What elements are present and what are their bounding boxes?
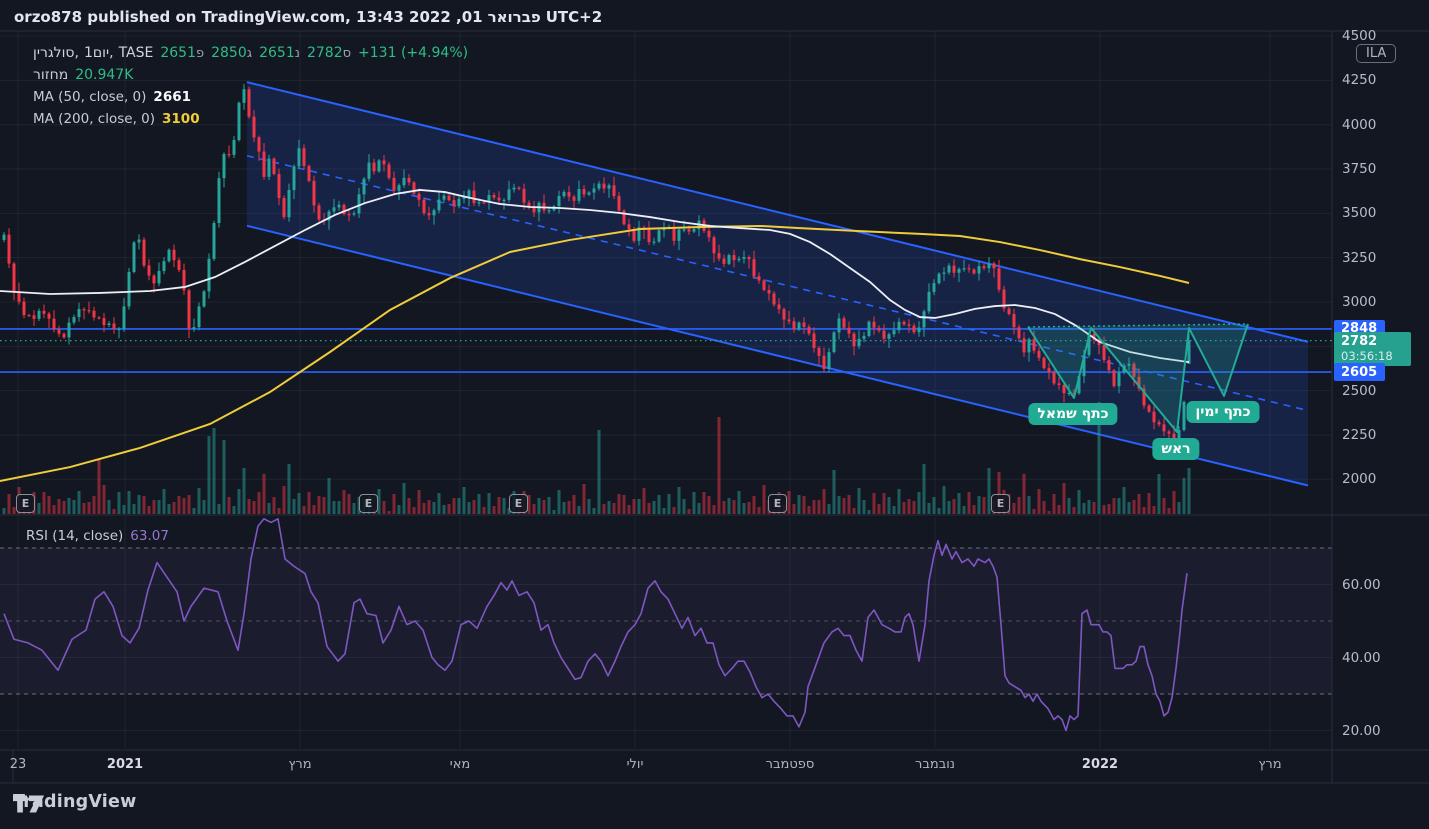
legend-ma50-row[interactable]: MA (50, close, 0) 2661	[33, 89, 191, 105]
tradingview-logo-icon	[13, 795, 45, 813]
ohlc-high: ג2850	[211, 45, 253, 61]
time-axis-tick: מאי	[449, 757, 471, 772]
ohlc-close: ס2782	[306, 45, 352, 61]
symbol-title: סולגרין, 1יום, TASE	[33, 45, 154, 61]
publication-main: orzo878 published on TradingView.com, 13…	[14, 8, 483, 26]
price-axis-tick: 2250	[1342, 426, 1377, 443]
price-axis-tick: 3750	[1342, 161, 1377, 178]
earnings-marker[interactable]: E	[991, 494, 1010, 513]
time-axis-tick: נובמבר	[915, 757, 955, 772]
time-axis-tick: יולי	[626, 757, 644, 772]
label-left-shoulder[interactable]: כתף שמאל	[1028, 403, 1118, 425]
rsi-axis-tick: 20.00	[1342, 722, 1381, 739]
tradingview-logo-text: TradingView	[13, 792, 137, 812]
candle-series	[2, 83, 1191, 445]
level-price-label-2605: 2605	[1334, 363, 1385, 382]
rsi-label: RSI (14, close)	[26, 528, 124, 544]
price-axis-tick: 3500	[1342, 205, 1377, 222]
symbol-badge: ILA	[1356, 44, 1397, 63]
label-right-shoulder[interactable]: כתף ימין	[1186, 401, 1260, 423]
last-price-value: 2782	[1341, 333, 1378, 349]
last-price-label: 2782 03:56:18	[1334, 331, 1411, 366]
price-axis-tick: 3000	[1342, 294, 1377, 310]
ma200-value: 3100	[162, 111, 200, 127]
ohlc-low: נ2651	[259, 45, 300, 61]
tradingview-logo[interactable]: TradingView	[13, 792, 137, 813]
earnings-marker[interactable]: E	[509, 494, 528, 513]
time-axis-tick: מרץ	[288, 757, 312, 772]
earnings-marker[interactable]: E	[359, 494, 378, 513]
time-axis-tick: ספטמבר	[765, 757, 815, 772]
ma50-label: MA (50, close, 0)	[33, 89, 147, 105]
legend-rsi-row[interactable]: RSI (14, close) 63.07	[26, 528, 169, 544]
rsi-axis-tick: 60.00	[1342, 576, 1381, 593]
price-change: +131 (+4.94%)	[358, 45, 469, 61]
ma50-value: 2661	[153, 89, 191, 105]
legend-symbol-row[interactable]: סולגרין, 1יום, TASE פ2651 ג2850 נ2651 ס2…	[33, 45, 468, 61]
rsi-value: 63.07	[130, 528, 169, 544]
publication-month: פברואר	[487, 8, 541, 26]
price-axis-tick: 3250	[1342, 249, 1377, 266]
publication-timezone: UTC+2	[545, 8, 603, 26]
bar-countdown: 03:56:18	[1341, 348, 1393, 363]
publication-title: orzo878 published on TradingView.com, 13…	[14, 8, 602, 26]
time-axis-tick: 2022	[1081, 757, 1119, 772]
time-axis-tick: 23	[9, 757, 27, 772]
earnings-marker[interactable]: E	[768, 494, 787, 513]
price-axis-tick: 4500	[1342, 28, 1377, 45]
legend-volume-row[interactable]: מחזור 20.947K	[33, 67, 133, 83]
ma200-label: MA (200, close, 0)	[33, 111, 156, 127]
label-head[interactable]: ראש	[1152, 438, 1200, 460]
price-axis-tick: 2000	[1342, 471, 1377, 488]
price-axis-tick: 4250	[1342, 72, 1377, 89]
volume-value: 20.947K	[75, 67, 134, 83]
price-axis-tick: 4000	[1342, 116, 1377, 133]
volume-label: מחזור	[33, 67, 69, 83]
legend-ma200-row[interactable]: MA (200, close, 0) 3100	[33, 111, 200, 127]
earnings-marker[interactable]: E	[16, 494, 35, 513]
rsi-axis-tick: 40.00	[1342, 649, 1381, 666]
ohlc-open: פ2651	[160, 45, 205, 61]
time-axis-tick: מרץ	[1258, 757, 1282, 772]
volume-series	[2, 402, 1191, 514]
time-axis-tick: 2021	[106, 757, 144, 772]
price-axis-tick: 2500	[1342, 382, 1377, 399]
